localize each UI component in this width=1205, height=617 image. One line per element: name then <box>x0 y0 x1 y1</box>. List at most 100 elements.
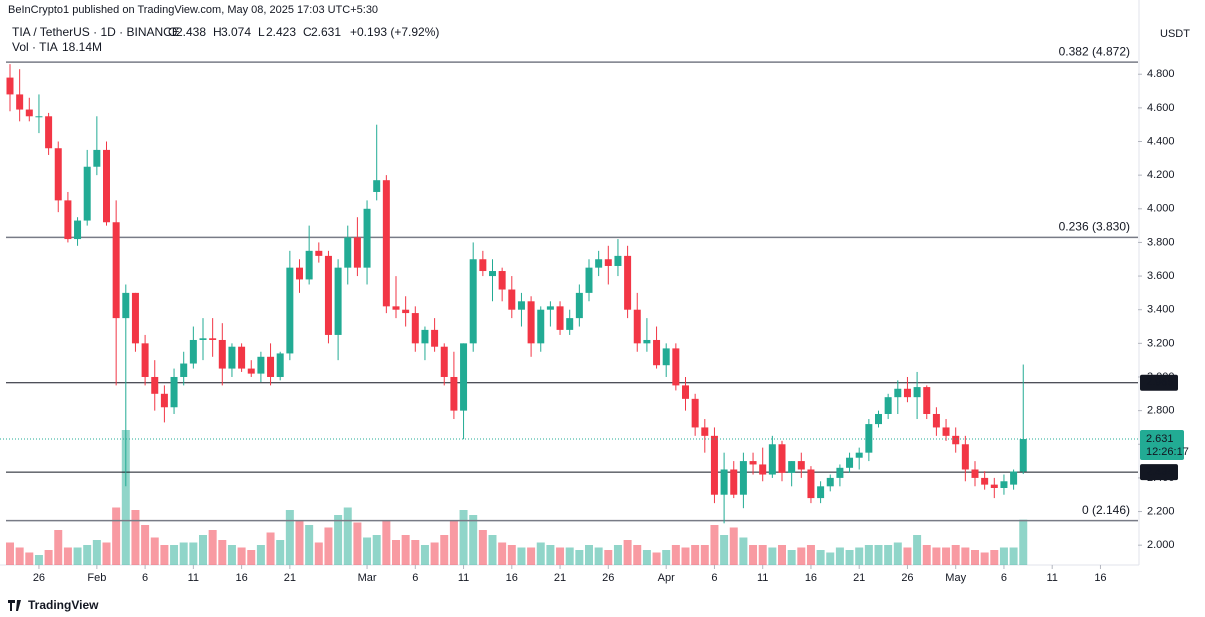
candle-body <box>305 250 313 280</box>
volume-bar <box>739 537 748 565</box>
candle-body <box>83 166 91 221</box>
volume-bar <box>498 542 507 565</box>
volume-bar <box>961 547 970 565</box>
x-tick-label: 16 <box>235 572 247 584</box>
x-tick-label: 26 <box>602 572 614 584</box>
volume-bar <box>141 525 150 565</box>
volume-bar <box>652 552 661 565</box>
volume-bar <box>353 522 362 565</box>
candle-body <box>122 292 130 319</box>
ohlc-key: L <box>258 25 265 39</box>
candle-body <box>228 346 236 369</box>
ohlc-value: 2.438 <box>176 25 206 39</box>
volume-bar <box>199 535 207 565</box>
volume-bar <box>662 550 671 565</box>
volume-bar <box>855 547 864 565</box>
candle-body <box>103 149 110 223</box>
candle-body <box>932 413 940 428</box>
volume-bar <box>729 527 738 565</box>
candle-body <box>141 343 149 377</box>
candle-body <box>836 467 844 478</box>
volume-bar <box>826 552 835 565</box>
volume-bar <box>25 552 34 565</box>
candle-body <box>353 237 361 268</box>
x-tick-label: 21 <box>284 572 296 584</box>
volume-bar <box>845 550 854 565</box>
volume-bar <box>411 540 420 565</box>
volume-bar <box>420 545 429 565</box>
level-label: 2.966 <box>1146 377 1174 389</box>
y-tick-label: 3.200 <box>1147 337 1175 349</box>
volume-last: 18.14M <box>62 40 102 54</box>
volume-bar <box>237 547 246 565</box>
volume-bar <box>932 547 941 565</box>
x-tick-label: 21 <box>853 572 865 584</box>
volume-bar <box>942 547 951 565</box>
level-label: 2.434 <box>1146 466 1174 478</box>
candle-body <box>469 259 477 344</box>
volume-bar <box>372 535 381 565</box>
candle-body <box>131 292 139 344</box>
x-tick-label: 6 <box>412 572 418 584</box>
volume-bar <box>1009 547 1018 565</box>
volume-bar <box>913 535 922 565</box>
candle-body <box>431 329 439 347</box>
currency: USDT <box>1160 28 1190 40</box>
volume-bar <box>671 545 680 565</box>
candle-body <box>64 200 72 240</box>
candle-body <box>498 271 506 290</box>
candle-body <box>624 255 632 310</box>
candle-body <box>691 398 699 428</box>
volume-bar <box>112 507 121 565</box>
volume-bar <box>691 545 700 565</box>
volume-bar <box>276 540 285 565</box>
x-tick-label: Apr <box>658 572 675 584</box>
volume-bar <box>295 520 304 565</box>
level-box <box>1140 464 1178 481</box>
volume-bar <box>874 545 883 565</box>
candle-body <box>170 376 178 408</box>
volume-bar <box>903 547 912 565</box>
volume-bar <box>314 542 323 565</box>
volume-bar <box>430 542 439 565</box>
x-tick-label: 6 <box>1001 572 1007 584</box>
y-tick-label: 2.200 <box>1147 505 1175 517</box>
y-tick-label: 4.200 <box>1147 169 1175 181</box>
candle-body <box>54 148 62 201</box>
x-tick-label: Mar <box>358 572 377 584</box>
volume-bar <box>83 545 92 565</box>
volume-bar <box>749 545 758 565</box>
candle-body <box>382 180 390 307</box>
y-tick-label: 3.800 <box>1147 236 1175 248</box>
volume-bar <box>179 542 188 565</box>
candle-body <box>884 397 892 414</box>
volume-bar <box>324 527 333 565</box>
ohlc-value: 2.631 <box>311 25 341 39</box>
volume-bar <box>971 550 979 565</box>
candle-body <box>672 348 680 386</box>
volume-bar <box>633 545 642 565</box>
candle-body <box>392 306 400 310</box>
volume-bar <box>382 520 391 565</box>
volume-title: Vol · TIA <box>12 40 58 54</box>
candle-body <box>903 388 911 398</box>
level-box <box>1140 374 1178 391</box>
volume-bar <box>363 537 372 565</box>
volume-bar <box>6 542 14 565</box>
volume-bar <box>585 545 593 565</box>
y-tick-label: 4.600 <box>1147 102 1175 114</box>
x-tick-label: 21 <box>554 572 566 584</box>
volume-bar <box>266 532 275 565</box>
volume-bar <box>227 545 236 565</box>
candle-body <box>199 338 207 340</box>
last-price-label: 2.631 <box>1146 433 1174 445</box>
candle-body <box>990 484 998 488</box>
volume-bar <box>594 547 603 565</box>
volume-bar <box>536 542 545 565</box>
credit: BeInCrypto1 published on TradingView.com… <box>8 4 378 16</box>
volume-bar <box>980 552 989 565</box>
candle-body <box>508 289 516 310</box>
ohlc-key: H <box>213 25 222 39</box>
y-tick-label: 4.400 <box>1147 135 1175 147</box>
